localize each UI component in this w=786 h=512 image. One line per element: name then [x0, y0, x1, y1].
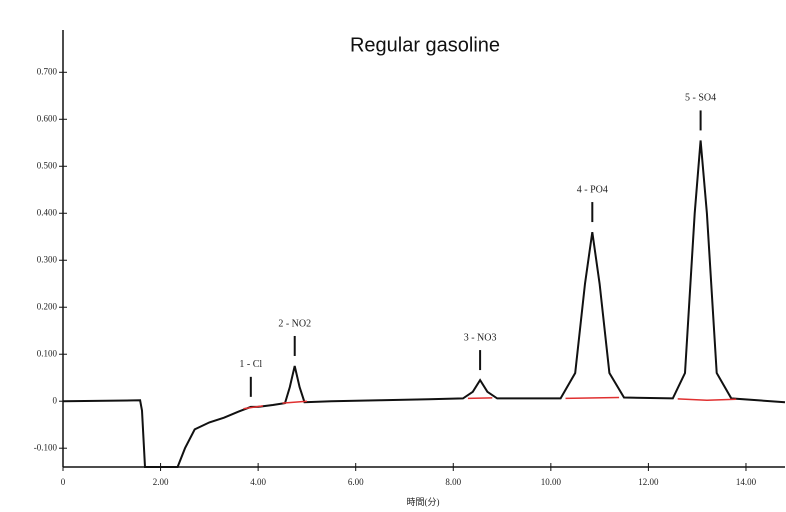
y-tick-label: 0 [53, 395, 58, 405]
x-tick-label: 6.00 [348, 477, 364, 487]
annotation-label: 3 - NO3 [464, 332, 497, 343]
y-tick-label: 0.400 [37, 207, 58, 217]
x-tick-label: 10.00 [541, 477, 562, 487]
y-tick-label: 0.300 [37, 254, 58, 264]
x-tick-label: 14.00 [736, 477, 757, 487]
y-tick-label: 0.200 [37, 301, 58, 311]
x-tick-label: 4.00 [250, 477, 266, 487]
y-tick-label: 0.700 [37, 66, 58, 76]
y-tick-label: 0.500 [37, 160, 58, 170]
x-tick-label: 12.00 [638, 477, 659, 487]
x-tick-label: 2.00 [153, 477, 169, 487]
series-line [243, 396, 737, 410]
y-tick-label: 0.600 [37, 113, 58, 123]
series-line [62, 140, 786, 468]
x-tick-label: 0 [61, 477, 66, 487]
x-axis-label: 時間(分) [407, 497, 440, 507]
annotation-label: 4 - PO4 [577, 184, 608, 195]
annotation-label: 5 - SO4 [685, 93, 716, 104]
chart-title: Regular gasoline [350, 34, 500, 56]
y-tick-label: -0.100 [34, 442, 58, 452]
x-tick-label: 8.00 [445, 477, 461, 487]
annotation-label: 2 - NO2 [278, 318, 311, 329]
y-tick-label: 0.100 [37, 348, 58, 358]
annotation-label: 1 - Cl [239, 359, 262, 370]
